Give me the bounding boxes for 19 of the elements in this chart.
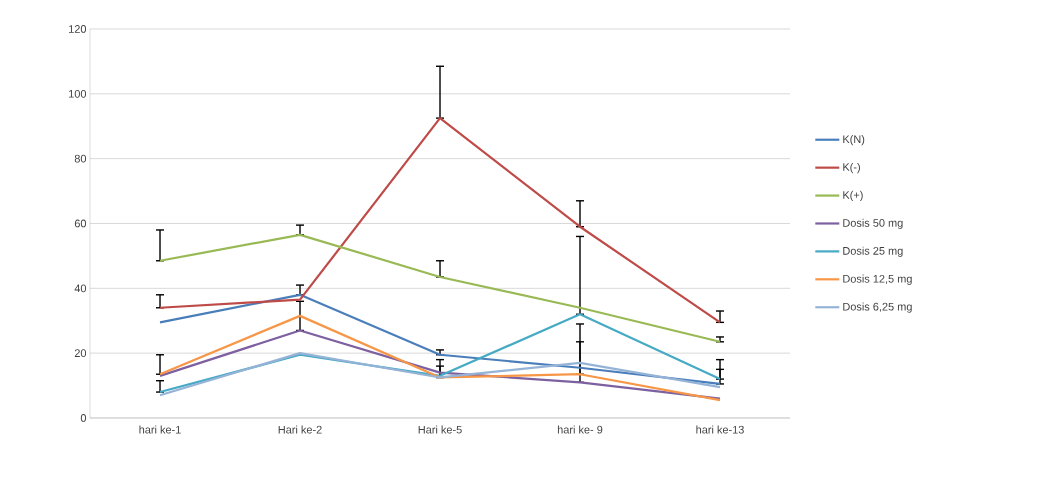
y-tick-label: 60 bbox=[74, 219, 87, 228]
legend-label: K(N) bbox=[843, 135, 865, 146]
legend-label: Dosis 6,25 mg bbox=[843, 302, 912, 313]
x-tick-label: hari ke-13 bbox=[696, 425, 744, 434]
legend-label: Dosis 25 mg bbox=[843, 246, 903, 257]
x-tick-label: hari ke- 9 bbox=[557, 425, 603, 434]
legend-label: K(+) bbox=[843, 190, 863, 202]
y-tick-label: 40 bbox=[74, 284, 87, 293]
x-tick-label: hari ke-1 bbox=[139, 425, 181, 434]
y-tick-label: 120 bbox=[69, 25, 87, 33]
legend-label: K(-) bbox=[843, 162, 860, 174]
legend-label: Dosis 12,5 mg bbox=[843, 274, 912, 285]
y-tick-label: 100 bbox=[69, 89, 87, 98]
y-tick-label: 0 bbox=[80, 414, 87, 422]
x-tick-label: Hari ke-2 bbox=[278, 425, 322, 434]
y-tick-label: 80 bbox=[74, 154, 87, 163]
legend-label: Dosis 50 mg bbox=[843, 218, 903, 229]
x-tick-label: Hari ke-5 bbox=[418, 425, 462, 434]
y-tick-label: 20 bbox=[74, 349, 87, 358]
